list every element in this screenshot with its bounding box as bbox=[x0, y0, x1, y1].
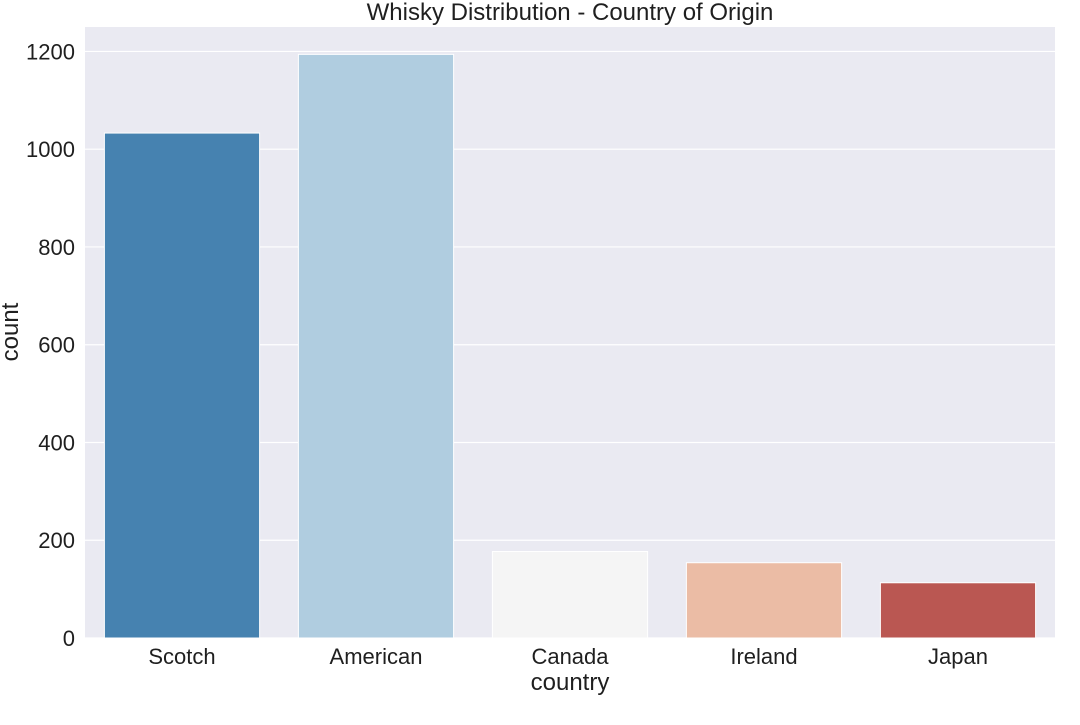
x-tick-label: Ireland bbox=[730, 644, 797, 669]
bar-ireland bbox=[685, 562, 843, 639]
bar-american bbox=[297, 53, 455, 639]
y-tick-label: 0 bbox=[63, 626, 75, 651]
bar-canada bbox=[491, 550, 649, 639]
x-tick-label: Scotch bbox=[148, 644, 215, 669]
bar-japan bbox=[879, 582, 1037, 639]
bars bbox=[103, 53, 1037, 639]
y-tick-label: 600 bbox=[38, 333, 75, 358]
y-tick-label: 1200 bbox=[26, 39, 75, 64]
x-axis-ticks: Scotch American Canada Ireland Japan bbox=[148, 644, 988, 669]
chart-title: Whisky Distribution - Country of Origin bbox=[367, 0, 774, 26]
y-axis-label: count bbox=[0, 302, 24, 361]
y-tick-label: 800 bbox=[38, 235, 75, 260]
x-tick-label: Canada bbox=[531, 644, 609, 669]
x-axis-label: country bbox=[531, 669, 610, 696]
y-tick-label: 400 bbox=[38, 430, 75, 455]
y-tick-label: 200 bbox=[38, 528, 75, 553]
bar-scotch bbox=[103, 132, 261, 639]
y-axis-ticks: 0 200 400 600 800 1000 1200 bbox=[26, 39, 75, 651]
y-tick-label: 1000 bbox=[26, 137, 75, 162]
x-tick-label: American bbox=[330, 644, 423, 669]
x-tick-label: Japan bbox=[928, 644, 988, 669]
